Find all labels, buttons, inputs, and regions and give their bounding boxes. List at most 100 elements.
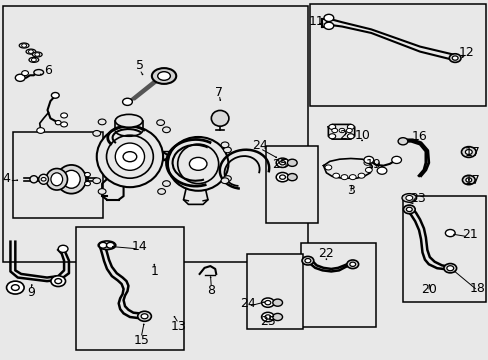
Circle shape	[28, 50, 33, 53]
Circle shape	[162, 127, 170, 133]
Ellipse shape	[98, 241, 116, 249]
Text: 24: 24	[252, 139, 267, 152]
Ellipse shape	[167, 137, 228, 191]
Circle shape	[276, 172, 288, 182]
Circle shape	[122, 98, 132, 105]
Circle shape	[51, 276, 65, 287]
Circle shape	[55, 279, 61, 284]
Circle shape	[21, 71, 28, 76]
Circle shape	[406, 207, 411, 212]
Circle shape	[61, 122, 67, 127]
Ellipse shape	[19, 43, 29, 48]
Text: 25: 25	[260, 315, 275, 328]
Bar	[300, 243, 375, 327]
Text: 21: 21	[461, 228, 477, 241]
Ellipse shape	[346, 260, 358, 269]
Ellipse shape	[57, 165, 86, 194]
Circle shape	[261, 312, 274, 321]
Circle shape	[363, 160, 370, 165]
Circle shape	[276, 158, 288, 167]
Circle shape	[58, 245, 68, 252]
Circle shape	[15, 74, 25, 81]
Ellipse shape	[272, 314, 282, 320]
Text: 19: 19	[365, 158, 381, 171]
Circle shape	[279, 175, 285, 179]
Text: 15: 15	[133, 334, 149, 347]
Circle shape	[6, 281, 24, 294]
Text: 9: 9	[27, 287, 35, 300]
Circle shape	[41, 177, 46, 181]
Bar	[76, 226, 183, 350]
Circle shape	[363, 156, 373, 163]
Circle shape	[141, 314, 148, 319]
Circle shape	[37, 128, 44, 134]
Text: 7: 7	[215, 86, 223, 99]
Circle shape	[223, 176, 231, 181]
Circle shape	[157, 120, 164, 126]
Circle shape	[98, 189, 106, 194]
Text: 12: 12	[458, 46, 473, 59]
Circle shape	[138, 311, 151, 321]
Circle shape	[21, 44, 26, 47]
Circle shape	[338, 129, 344, 133]
Circle shape	[332, 173, 339, 178]
Circle shape	[324, 14, 333, 22]
Ellipse shape	[401, 194, 416, 202]
Circle shape	[35, 53, 40, 56]
Ellipse shape	[465, 149, 471, 154]
Circle shape	[324, 22, 333, 30]
Text: 24: 24	[240, 297, 256, 310]
Bar	[266, 146, 317, 223]
Circle shape	[405, 195, 412, 201]
Ellipse shape	[51, 173, 62, 186]
Text: 3: 3	[346, 184, 354, 197]
Circle shape	[340, 175, 347, 180]
Circle shape	[331, 129, 337, 133]
Circle shape	[376, 167, 386, 174]
Ellipse shape	[158, 72, 170, 80]
Ellipse shape	[26, 49, 36, 54]
Ellipse shape	[97, 126, 163, 187]
Ellipse shape	[272, 299, 282, 306]
Circle shape	[451, 56, 457, 60]
Ellipse shape	[115, 143, 144, 170]
Circle shape	[189, 157, 206, 170]
Bar	[402, 196, 485, 302]
Text: 10: 10	[354, 129, 370, 142]
Circle shape	[99, 242, 107, 248]
Circle shape	[61, 113, 67, 118]
Text: 16: 16	[410, 130, 426, 143]
Circle shape	[55, 121, 61, 125]
Circle shape	[346, 125, 353, 130]
Circle shape	[162, 181, 170, 186]
Text: 20: 20	[420, 283, 436, 296]
Bar	[246, 253, 303, 329]
Text: 11: 11	[308, 15, 324, 28]
Circle shape	[446, 266, 453, 271]
Text: 17: 17	[464, 174, 480, 187]
Circle shape	[223, 147, 231, 153]
Ellipse shape	[29, 57, 39, 62]
Bar	[3, 6, 307, 262]
Circle shape	[328, 134, 335, 139]
Circle shape	[31, 58, 36, 62]
Text: 6: 6	[44, 64, 52, 77]
Ellipse shape	[443, 264, 456, 273]
Text: 14: 14	[132, 240, 147, 253]
Circle shape	[98, 119, 106, 125]
Circle shape	[305, 258, 310, 263]
Bar	[310, 4, 485, 107]
Ellipse shape	[211, 111, 228, 126]
Circle shape	[328, 125, 335, 130]
Ellipse shape	[30, 176, 38, 183]
Circle shape	[84, 181, 90, 186]
Circle shape	[221, 142, 228, 148]
Ellipse shape	[32, 52, 42, 57]
Circle shape	[123, 152, 137, 162]
Bar	[160, 151, 171, 160]
Text: 1: 1	[150, 265, 158, 278]
Ellipse shape	[397, 138, 407, 145]
Ellipse shape	[461, 147, 475, 157]
Text: 2: 2	[339, 129, 346, 142]
Ellipse shape	[115, 114, 142, 127]
